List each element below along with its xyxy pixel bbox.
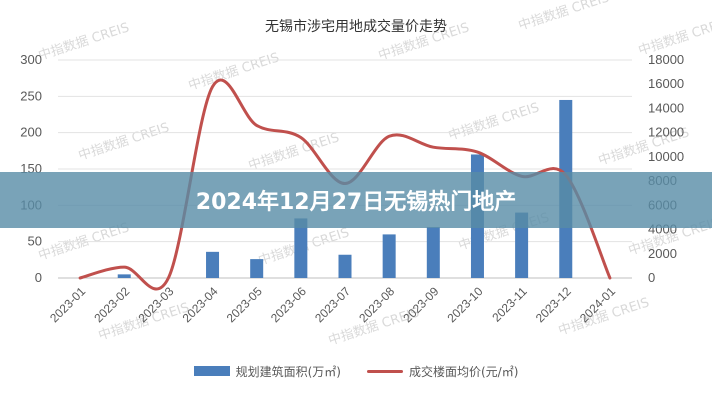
watermark-text: 中指数据 CREIS	[77, 120, 172, 163]
y-left-tick-label: 0	[35, 270, 42, 285]
x-tick-label: 2023-01	[47, 284, 88, 325]
legend-line-label: 成交楼面均价(元/㎡)	[408, 364, 519, 379]
watermark-text: 中指数据 CREIS	[447, 100, 542, 143]
legend-line-swatch	[366, 369, 403, 373]
bar	[426, 227, 440, 278]
legend-bar-swatch	[193, 366, 230, 376]
watermark-text: 中指数据 CREIS	[187, 50, 282, 93]
bar	[515, 212, 529, 278]
x-tick-label: 2023-11	[489, 284, 530, 325]
x-tick-label: 2023-10	[445, 284, 486, 325]
legend-item-line: 成交楼面均价(元/㎡)	[366, 363, 519, 380]
headline-text: 2024年12月27日无锡热门地产	[195, 190, 517, 215]
x-tick-label: 2023-06	[268, 284, 309, 325]
chart-title: 无锡市涉宅用地成交量价走势	[265, 19, 447, 35]
bar	[250, 259, 264, 278]
bar	[338, 254, 352, 278]
headline-banner: 2024年12月27日无锡热门地产	[0, 172, 712, 228]
y-left-tick-label: 50	[28, 234, 42, 249]
y-right-tick-label: 10000	[648, 149, 684, 164]
bar	[117, 274, 131, 278]
x-tick-label: 2023-12	[533, 284, 574, 325]
y-right-tick-label: 12000	[648, 125, 684, 140]
y-right-tick-label: 0	[648, 270, 655, 285]
x-tick-label: 2023-09	[400, 284, 441, 325]
bar	[294, 218, 308, 278]
bar	[206, 251, 220, 278]
x-tick-label: 2023-05	[224, 284, 265, 325]
y-right-tick-label: 16000	[648, 76, 684, 91]
y-left-tick-label: 200	[20, 125, 42, 140]
y-right-tick-label: 2000	[648, 246, 677, 261]
chart-legend: 规划建筑面积(万㎡) 成交楼面均价(元/㎡)	[0, 361, 712, 381]
y-right-tick-label: 14000	[648, 100, 684, 115]
legend-bar-label: 规划建筑面积(万㎡)	[235, 364, 341, 379]
legend-item-bar: 规划建筑面积(万㎡)	[193, 363, 341, 380]
y-left-tick-label: 300	[20, 52, 42, 67]
bar	[382, 234, 396, 278]
x-tick-label: 2023-07	[312, 284, 353, 325]
y-left-tick-label: 250	[20, 88, 42, 103]
y-right-tick-label: 18000	[648, 52, 684, 67]
